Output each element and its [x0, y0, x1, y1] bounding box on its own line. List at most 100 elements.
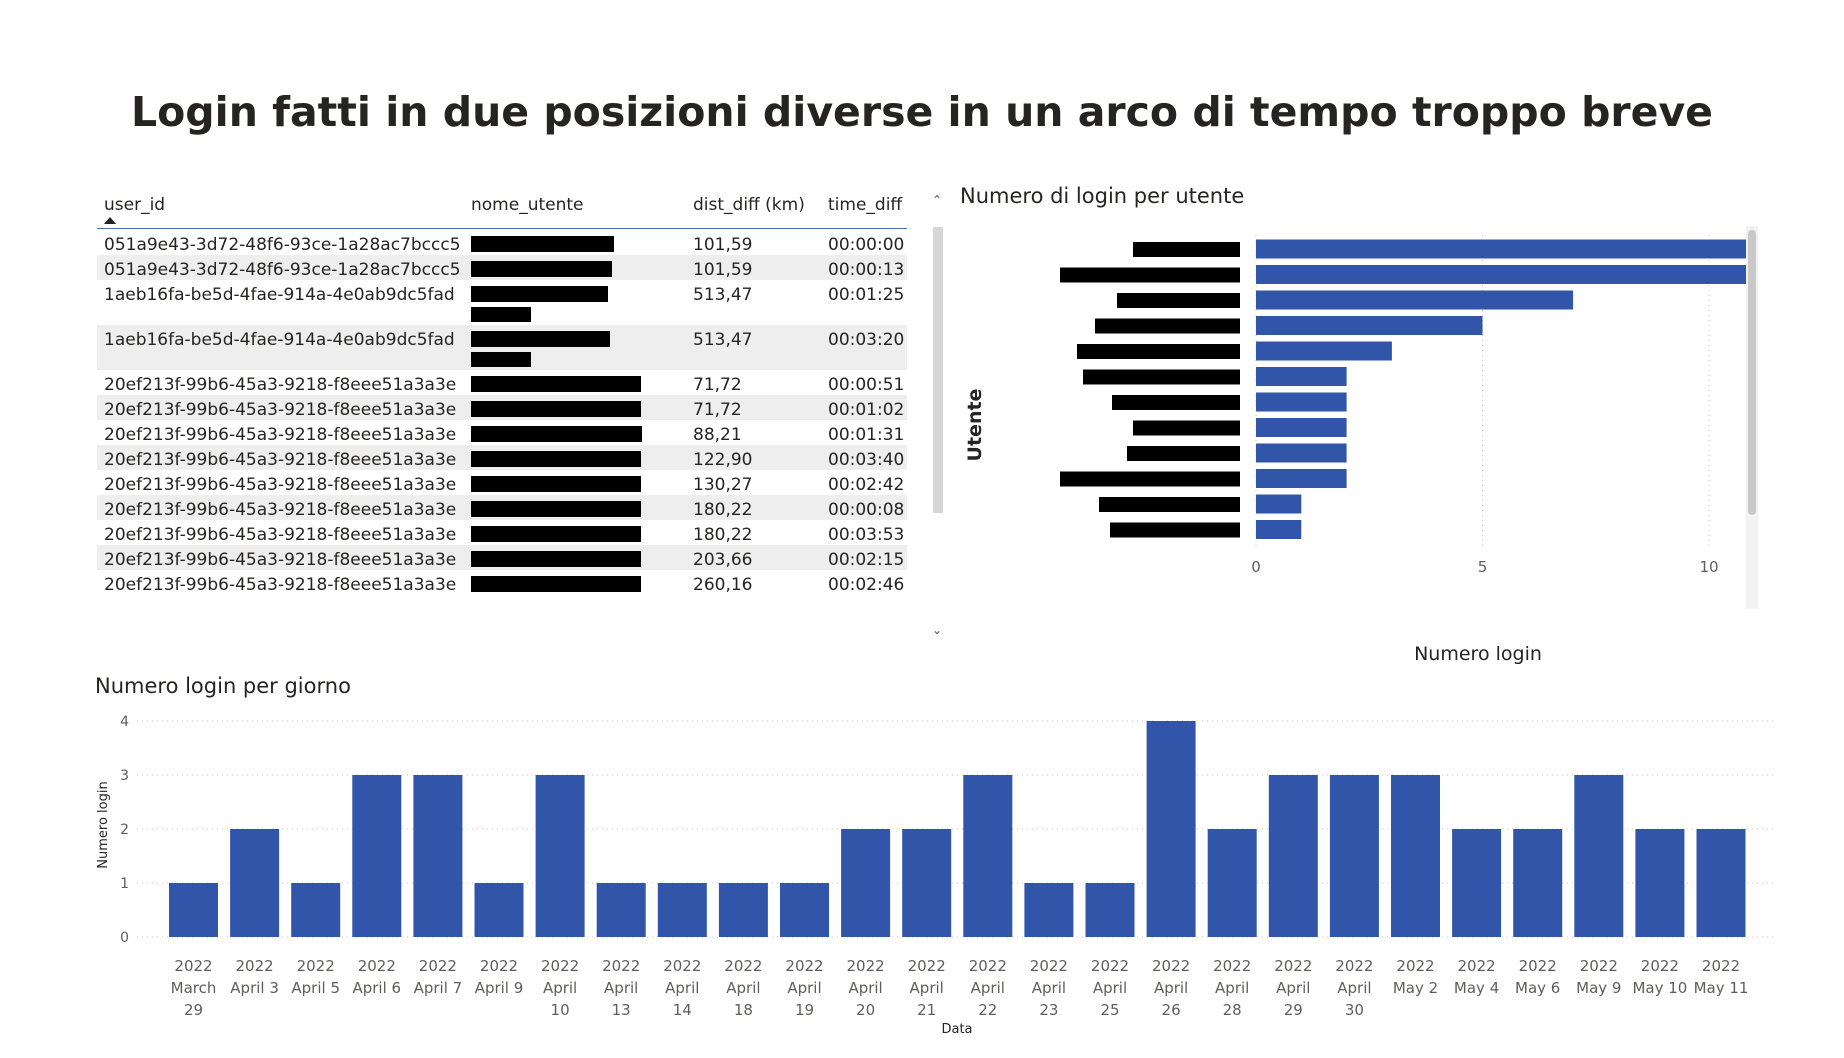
cell-nome-utente-redacted — [471, 576, 641, 592]
cell-dist-diff: 101,59 — [693, 260, 753, 280]
x-tick-label: April — [726, 979, 760, 997]
cell-dist-diff: 513,47 — [693, 330, 753, 350]
cell-user-id: 20ef213f-99b6-45a3-9218-f8eee51a3a3e — [104, 400, 457, 420]
x-tick-label: May 2 — [1393, 979, 1438, 997]
x-tick-label: 18 — [734, 1001, 753, 1019]
x-tick-label: April — [1276, 979, 1310, 997]
bar — [1256, 443, 1347, 463]
x-tick-label: 23 — [1039, 1001, 1058, 1019]
x-tick-label: 2022 — [1519, 957, 1557, 975]
x-tick-label: April — [1215, 979, 1249, 997]
table-row[interactable]: 20ef213f-99b6-45a3-9218-f8eee51a3a3e 203,… — [97, 545, 907, 570]
x-tick-label: 2022 — [236, 957, 274, 975]
x-tick-label: April 3 — [230, 979, 279, 997]
cell-nome-utente-redacted — [471, 236, 614, 252]
x-tick-label: 19 — [795, 1001, 814, 1019]
cell-time-diff: 00:01:25 — [828, 285, 905, 305]
cell-time-diff: 00:03:40 — [828, 450, 905, 470]
bar — [1207, 829, 1257, 937]
x-tick-label: 2022 — [419, 957, 457, 975]
x-tick-label: 13 — [612, 1001, 631, 1019]
cell-nome-utente-redacted — [471, 331, 610, 347]
column-header-time-diff[interactable]: time_diff — [828, 195, 903, 215]
cell-dist-diff: 180,22 — [693, 500, 753, 520]
cell-user-id: 20ef213f-99b6-45a3-9218-f8eee51a3a3e — [104, 550, 457, 570]
table-row[interactable]: 20ef213f-99b6-45a3-9218-f8eee51a3a3e 180,… — [97, 495, 907, 520]
cell-nome-utente-redacted — [471, 352, 531, 367]
cell-dist-diff: 101,59 — [693, 235, 753, 255]
x-tick-label: 21 — [917, 1001, 936, 1019]
x-tick-label: 2022 — [969, 957, 1007, 975]
x-tick-label: 2022 — [297, 957, 335, 975]
cell-user-id: 1aeb16fa-be5d-4fae-914a-4e0ab9dc5fad — [104, 330, 455, 350]
table-row[interactable]: 20ef213f-99b6-45a3-9218-f8eee51a3a3e 71,7… — [97, 395, 907, 420]
x-tick-label: 29 — [184, 1001, 203, 1019]
y-tick-label: 0 — [120, 930, 129, 946]
cell-user-id: 20ef213f-99b6-45a3-9218-f8eee51a3a3e — [104, 375, 457, 395]
x-tick-label: 2022 — [480, 957, 518, 975]
table-row[interactable]: 051a9e43-3d72-48f6-93ce-1a28ac7bccc5 101,… — [97, 230, 907, 255]
x-tick-label: 2022 — [785, 957, 823, 975]
scrollbar-thumb[interactable] — [933, 227, 943, 513]
column-header-dist-diff[interactable]: dist_diff (km) — [693, 195, 805, 215]
cell-user-id: 051a9e43-3d72-48f6-93ce-1a28ac7bccc5 — [104, 235, 461, 255]
table-row[interactable]: 20ef213f-99b6-45a3-9218-f8eee51a3a3e 88,2… — [97, 420, 907, 445]
x-tick-label: April — [848, 979, 882, 997]
x-tick-label: 30 — [1345, 1001, 1364, 1019]
chart-scrollbar-thumb[interactable] — [1748, 230, 1756, 515]
table-header: user_id nome_utente dist_diff (km) time_… — [97, 183, 907, 229]
x-tick-label: 2022 — [1152, 957, 1190, 975]
x-tick-label: April 7 — [414, 979, 463, 997]
table-row[interactable]: 20ef213f-99b6-45a3-9218-f8eee51a3a3e 180,… — [97, 520, 907, 545]
column-header-user-id[interactable]: user_id — [104, 195, 166, 215]
y-tick-label-redacted — [1083, 369, 1240, 385]
chart-title-login-per-utente: Numero di login per utente — [960, 184, 1245, 208]
x-tick-label: May 9 — [1576, 979, 1621, 997]
cell-time-diff: 00:02:15 — [828, 550, 905, 570]
x-tick-label: 14 — [673, 1001, 692, 1019]
x-tick-label: 2022 — [1702, 957, 1740, 975]
sort-ascending-icon[interactable] — [104, 217, 116, 224]
cell-nome-utente-redacted — [471, 286, 608, 302]
bar — [1256, 392, 1347, 412]
cell-nome-utente-redacted — [471, 451, 641, 467]
x-axis-title: Data — [941, 1022, 972, 1037]
x-tick-label: April — [1337, 979, 1371, 997]
cell-time-diff: 00:03:20 — [828, 330, 905, 350]
bar — [718, 883, 768, 937]
bar — [1574, 775, 1624, 937]
cell-dist-diff: 130,27 — [693, 475, 753, 495]
table-scrollbar[interactable]: ⌃ ⌄ — [930, 183, 946, 663]
x-tick-label: March — [171, 979, 217, 997]
x-tick-label: 28 — [1223, 1001, 1242, 1019]
login-table: user_id nome_utente dist_diff (km) time_… — [97, 183, 945, 663]
cell-user-id: 20ef213f-99b6-45a3-9218-f8eee51a3a3e — [104, 500, 457, 520]
chart-title-login-per-giorno: Numero login per giorno — [95, 674, 351, 698]
x-tick-label: 2022 — [1030, 957, 1068, 975]
bar — [1452, 829, 1502, 937]
cell-time-diff: 00:00:51 — [828, 375, 905, 395]
cell-dist-diff: 71,72 — [693, 400, 742, 420]
table-row[interactable]: 1aeb16fa-be5d-4fae-914a-4e0ab9dc5fad 513,… — [97, 280, 907, 325]
cell-time-diff: 00:00:00 — [828, 235, 905, 255]
column-header-nome-utente[interactable]: nome_utente — [471, 195, 584, 215]
cell-user-id: 20ef213f-99b6-45a3-9218-f8eee51a3a3e — [104, 425, 457, 445]
bar — [1256, 367, 1347, 386]
bar — [1256, 316, 1483, 335]
cell-user-id: 20ef213f-99b6-45a3-9218-f8eee51a3a3e — [104, 450, 457, 470]
table-row[interactable]: 20ef213f-99b6-45a3-9218-f8eee51a3a3e 122,… — [97, 445, 907, 470]
bar — [1329, 775, 1379, 937]
table-row[interactable]: 20ef213f-99b6-45a3-9218-f8eee51a3a3e 130,… — [97, 470, 907, 495]
chevron-down-icon[interactable]: ⌄ — [932, 623, 943, 637]
table-row[interactable]: 1aeb16fa-be5d-4fae-914a-4e0ab9dc5fad 513,… — [97, 325, 907, 370]
table-row[interactable]: 20ef213f-99b6-45a3-9218-f8eee51a3a3e 260,… — [97, 570, 907, 595]
table-row[interactable]: 051a9e43-3d72-48f6-93ce-1a28ac7bccc5 101,… — [97, 255, 907, 280]
chevron-up-icon[interactable]: ⌃ — [932, 193, 943, 207]
chart-scrollbar[interactable] — [1746, 226, 1758, 609]
cell-nome-utente-redacted — [471, 401, 641, 417]
x-tick-label: April — [910, 979, 944, 997]
x-tick-label: 2022 — [663, 957, 701, 975]
x-tick-label: April 9 — [475, 979, 524, 997]
table-row[interactable]: 20ef213f-99b6-45a3-9218-f8eee51a3a3e 71,7… — [97, 370, 907, 395]
x-tick-label: 2022 — [1580, 957, 1618, 975]
